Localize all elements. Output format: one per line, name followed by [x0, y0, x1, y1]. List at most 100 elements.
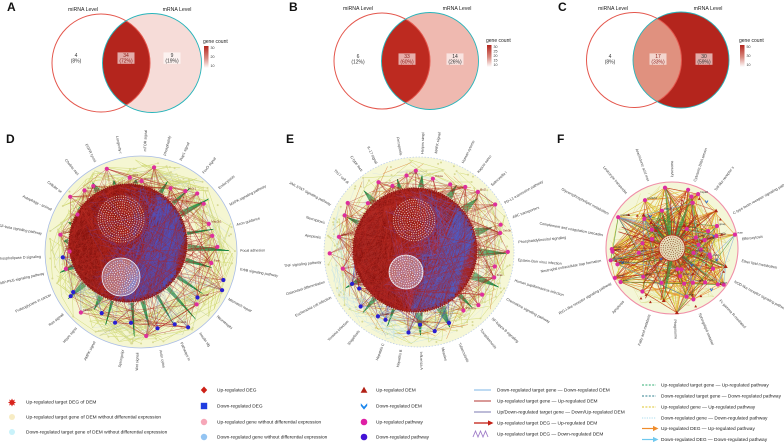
svg-text:(8%): (8%) — [71, 58, 82, 64]
svg-text:Hspa8: Hspa8 — [380, 312, 389, 316]
svg-text:mRNA Level: mRNA Level — [163, 7, 192, 13]
svg-text:10: 10 — [747, 63, 751, 67]
svg-text:34: 34 — [123, 53, 129, 59]
svg-text:Influenza A: Influenza A — [419, 352, 423, 371]
svg-text:10: 10 — [211, 64, 215, 68]
svg-text:(33%): (33%) — [651, 59, 665, 65]
svg-text:Up-regulated DEM: Up-regulated DEM — [376, 388, 416, 394]
svg-text:plcb1: plcb1 — [645, 273, 652, 277]
svg-text:(8%): (8%) — [605, 59, 616, 65]
svg-text:Bcl2: Bcl2 — [480, 187, 486, 191]
svg-text:mRNA Level: mRNA Level — [443, 6, 472, 12]
svg-text:Nfatc3: Nfatc3 — [83, 308, 92, 312]
svg-text:vcan: vcan — [737, 230, 743, 234]
svg-text:Up-regulated target gene — Up-: Up-regulated target gene — Up-regulated … — [661, 383, 769, 389]
svg-text:50: 50 — [747, 45, 751, 49]
svg-text:mef2c: mef2c — [719, 232, 727, 236]
svg-text:Phospholipase D signaling: Phospholipase D signaling — [0, 255, 41, 261]
svg-text:Focal adhesion: Focal adhesion — [240, 248, 265, 252]
svg-text:gsk3b: gsk3b — [707, 236, 715, 240]
svg-text:30: 30 — [701, 54, 707, 60]
svg-text:Phagosome: Phagosome — [673, 319, 678, 339]
svg-text:Pten: Pten — [214, 259, 220, 263]
svg-text:E: E — [286, 132, 294, 146]
svg-text:Map2k1: Map2k1 — [211, 219, 222, 223]
svg-text:Necroptosis: Necroptosis — [306, 215, 326, 225]
svg-text:14: 14 — [452, 54, 458, 60]
svg-text:30: 30 — [211, 46, 215, 50]
svg-text:(19%): (19%) — [165, 58, 179, 64]
svg-text:Up-regulated gene without diff: Up-regulated gene without differential e… — [217, 420, 322, 426]
svg-text:Map2k1: Map2k1 — [341, 232, 352, 236]
svg-text:10: 10 — [494, 63, 498, 67]
svg-text:C: C — [558, 0, 567, 14]
svg-text:Down-regulated gene — Down-reg: Down-regulated gene — Down-regulated pat… — [661, 416, 768, 422]
svg-text:Axon guidance: Axon guidance — [236, 216, 261, 226]
svg-text:33: 33 — [404, 54, 410, 60]
svg-text:gene count: gene count — [203, 39, 228, 45]
svg-text:Apoptosis: Apoptosis — [305, 233, 322, 239]
svg-text:(72%): (72%) — [119, 58, 133, 64]
svg-text:hspa8: hspa8 — [700, 190, 708, 194]
svg-text:Up-regulated gene — Up-regulat: Up-regulated gene — Up-regulated pathway — [661, 405, 756, 411]
svg-text:creb1: creb1 — [689, 225, 696, 229]
svg-text:hspa8: hspa8 — [617, 274, 625, 278]
svg-text:rps6kb1: rps6kb1 — [620, 213, 630, 217]
svg-text:Akt3: Akt3 — [132, 173, 138, 177]
svg-text:Up-regulated target DEG — Down: Up-regulated target DEG — Down-regulated… — [497, 432, 603, 438]
svg-text:cdc42: cdc42 — [698, 233, 706, 237]
svg-text:rps6kb1: rps6kb1 — [647, 196, 657, 200]
svg-text:Pik3r1: Pik3r1 — [355, 279, 364, 283]
svg-text:Epstein-Barr virus infection: Epstein-Barr virus infection — [518, 258, 562, 266]
svg-text:Down-regulated target gene of: Down-regulated target gene of DEM withou… — [26, 430, 168, 436]
svg-text:Rap1 signal: Rap1 signal — [179, 142, 191, 162]
svg-text:20: 20 — [494, 54, 498, 58]
svg-text:A: A — [7, 0, 16, 14]
svg-text:cdc42: cdc42 — [707, 278, 715, 282]
svg-text:Hspa8: Hspa8 — [144, 177, 153, 181]
svg-text:4: 4 — [75, 53, 78, 59]
svg-text:D: D — [6, 132, 15, 146]
svg-text:Sphingolipi: Sphingolipi — [118, 349, 125, 368]
svg-text:30: 30 — [747, 54, 751, 58]
svg-text:Efferocytosis: Efferocytosis — [742, 235, 764, 242]
svg-text:15: 15 — [494, 59, 498, 63]
svg-text:(59%): (59%) — [697, 59, 711, 65]
svg-text:IL-17 signal: IL-17 signal — [366, 146, 378, 165]
svg-text:Up-regulated target gene — Up-: Up-regulated target gene — Up-regulated … — [497, 399, 598, 405]
svg-text:Phosphatidy: Phosphatidy — [163, 135, 172, 156]
svg-text:gene count: gene count — [486, 38, 511, 44]
svg-text:sos1: sos1 — [623, 278, 629, 282]
svg-text:Sos1: Sos1 — [87, 186, 94, 190]
svg-text:miRNA Level: miRNA Level — [598, 6, 628, 12]
svg-text:Down-regulated target gene — D: Down-regulated target gene — Down-regula… — [661, 394, 782, 400]
svg-text:Ppp3ca: Ppp3ca — [466, 306, 476, 310]
svg-text:30: 30 — [494, 45, 498, 49]
svg-text:(60%): (60%) — [400, 59, 414, 65]
svg-text:Cdc42: Cdc42 — [409, 171, 418, 175]
svg-text:MAPK signali: MAPK signali — [434, 131, 442, 153]
svg-text:20: 20 — [211, 55, 215, 59]
svg-text:creb1: creb1 — [713, 253, 720, 257]
svg-text:ppp3ca: ppp3ca — [613, 256, 623, 260]
svg-text:miRNA Level: miRNA Level — [68, 7, 98, 13]
svg-text:Measles: Measles — [440, 347, 447, 361]
svg-text:map2k1: map2k1 — [664, 207, 674, 211]
svg-text:Herpes simpl: Herpes simpl — [420, 132, 425, 154]
svg-text:Up/Down-regulated target gene: Up/Down-regulated target gene — Down/Up-… — [497, 410, 625, 416]
svg-text:Down-regulated DEM: Down-regulated DEM — [376, 404, 422, 410]
svg-text:ErbB signaling pathway: ErbB signaling pathway — [240, 267, 279, 278]
svg-text:17: 17 — [655, 54, 661, 60]
svg-text:Gsk3b: Gsk3b — [503, 229, 512, 233]
svg-text:Phosphatidylinositol signaling: Phosphatidylinositol signaling — [518, 236, 566, 245]
svg-text:Gnaq: Gnaq — [68, 264, 75, 268]
svg-text:mef2c: mef2c — [614, 245, 622, 249]
svg-text:9: 9 — [171, 53, 174, 59]
svg-text:Down-regulated gene without di: Down-regulated gene without differential… — [217, 435, 328, 441]
svg-text:prkca: prkca — [654, 225, 661, 229]
svg-text:map2k1: map2k1 — [620, 260, 630, 264]
svg-text:Smad4: Smad4 — [177, 320, 187, 324]
svg-text:6: 6 — [357, 54, 360, 60]
svg-text:Atp2b2: Atp2b2 — [63, 230, 73, 234]
svg-text:Pik3r1: Pik3r1 — [188, 187, 197, 191]
